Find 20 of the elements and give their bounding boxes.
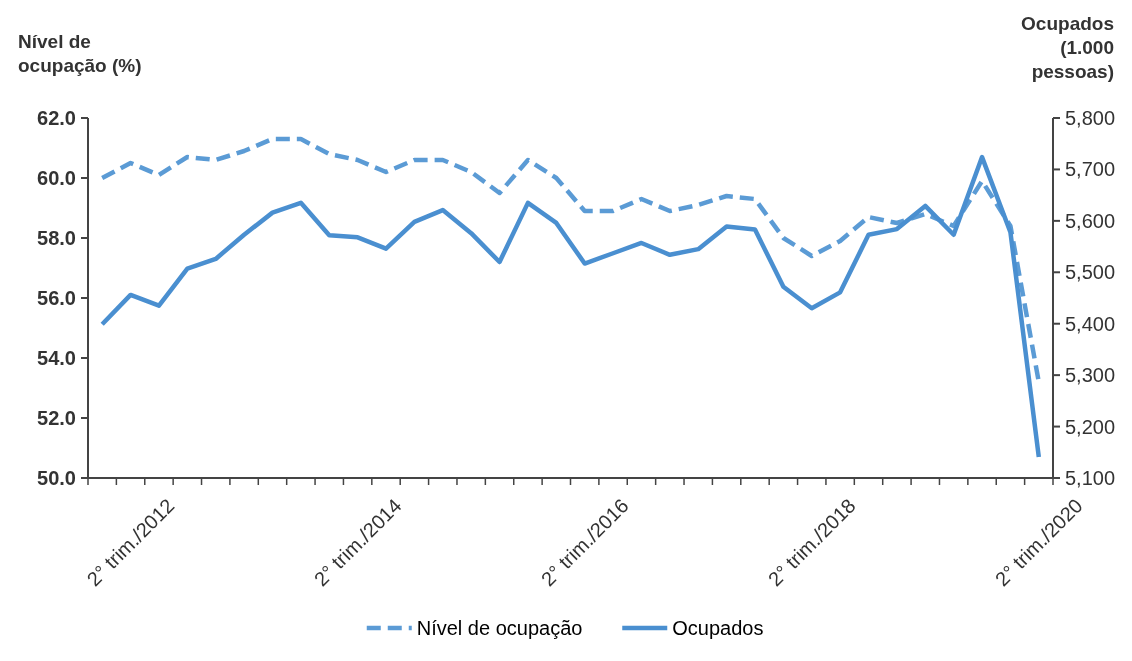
y2-tick-label: 5,200 <box>1065 415 1116 438</box>
y2-tick-label: 5,400 <box>1065 312 1116 335</box>
y2-tick-label: 5,700 <box>1065 158 1116 181</box>
y2-tick-label: 5,300 <box>1065 364 1116 387</box>
y2-tick-label: 5,600 <box>1065 209 1116 232</box>
y2-axis-title: Ocupados (1.000 pessoas) <box>1021 13 1114 82</box>
line-series <box>99 154 1042 460</box>
y2-tick-label: 5,500 <box>1065 261 1116 284</box>
legend-label: Ocupados <box>672 617 764 639</box>
y-tick-label: 62.0 <box>37 107 76 129</box>
legend-label: Nível de ocupação <box>416 617 583 639</box>
y-tick-label: 56.0 <box>37 287 76 309</box>
y-tick-label: 52.0 <box>37 407 76 429</box>
y-axis-title: Nível de ocupação (%) <box>18 31 142 76</box>
y-tick-label: 58.0 <box>37 227 76 249</box>
y-tick-label: 54.0 <box>37 347 76 369</box>
y-tick-label: 50.0 <box>37 467 76 489</box>
y2-tick-label: 5,100 <box>1065 467 1116 489</box>
y2-tick-label: 5,800 <box>1065 107 1116 129</box>
y-tick-label: 60.0 <box>37 167 76 189</box>
